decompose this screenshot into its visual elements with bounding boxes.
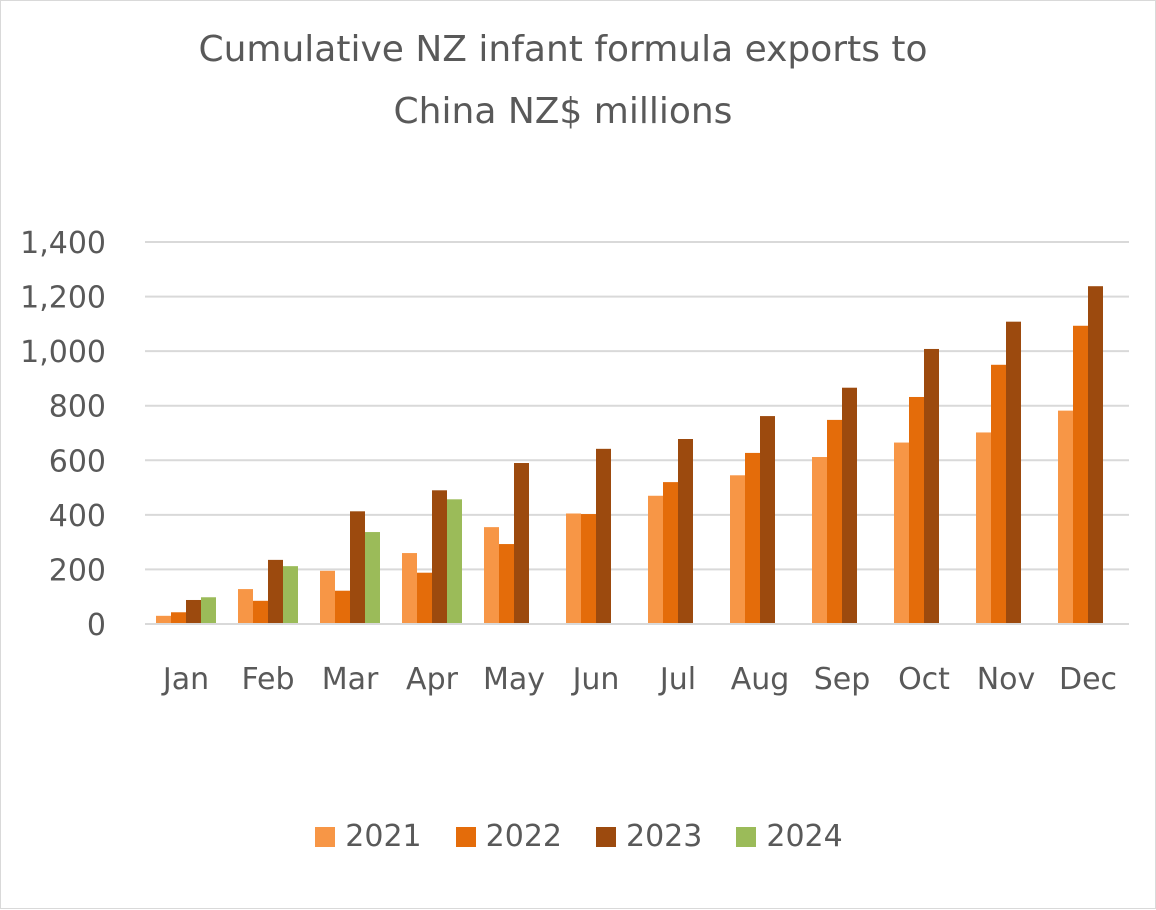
bar (499, 544, 514, 624)
bar (663, 482, 678, 624)
chart-legend: 2021 2022 2023 2024 (1, 819, 1156, 854)
bar (1088, 286, 1103, 624)
bar (320, 570, 335, 624)
y-tick-label: 600 (49, 444, 106, 479)
bar (253, 600, 268, 624)
x-tick-label: Nov (977, 662, 1036, 697)
bar (171, 612, 186, 624)
y-tick-label: 0 (87, 608, 106, 643)
y-tick-label: 1,200 (20, 281, 106, 316)
bar (581, 514, 596, 624)
bar (417, 572, 432, 624)
legend-item: 2023 (596, 819, 702, 854)
bar (894, 442, 909, 624)
legend-label: 2024 (766, 819, 843, 854)
bar (566, 513, 581, 624)
bar (156, 615, 171, 624)
legend-swatch (455, 826, 476, 847)
bar (268, 559, 283, 624)
x-tick-label: Jul (658, 662, 696, 697)
legend-swatch (736, 826, 757, 847)
bar (238, 589, 253, 624)
bar (283, 566, 298, 624)
bar (827, 419, 842, 624)
bar (186, 599, 201, 624)
bar (842, 387, 857, 624)
bar (909, 396, 924, 624)
bar (678, 439, 693, 624)
y-tick-label: 200 (49, 553, 106, 588)
y-tick-label: 800 (49, 390, 106, 425)
bar (514, 463, 529, 624)
bar (812, 457, 827, 624)
bar (991, 364, 1006, 624)
bar (402, 553, 417, 624)
bar (760, 416, 775, 624)
x-tick-label: Aug (731, 662, 790, 697)
legend-swatch (315, 826, 336, 847)
x-tick-label: Mar (322, 662, 379, 697)
x-tick-label: Jan (161, 662, 209, 697)
y-tick-label: 400 (49, 499, 106, 534)
bar (976, 432, 991, 624)
x-tick-label: Jun (571, 662, 620, 697)
bar (484, 527, 499, 624)
chart-title-line-2: China NZ$ millions (393, 91, 733, 132)
chart-title: Cumulative NZ infant formula exports to … (1, 19, 1125, 143)
bar (201, 597, 216, 624)
bar (1073, 325, 1088, 624)
x-tick-label: Feb (241, 662, 294, 697)
bar (1006, 321, 1021, 624)
legend-label: 2022 (485, 819, 562, 854)
bar (432, 490, 447, 624)
x-tick-label: Oct (898, 662, 950, 697)
y-tick-label: 1,400 (20, 226, 106, 261)
y-tick-label: 1,000 (20, 335, 106, 370)
bar (745, 452, 760, 624)
x-tick-label: May (483, 662, 545, 697)
bar (447, 499, 462, 624)
bar (596, 448, 611, 624)
legend-label: 2021 (345, 819, 422, 854)
x-tick-label: Dec (1059, 662, 1117, 697)
x-tick-label: Apr (406, 662, 459, 697)
bar (350, 511, 365, 624)
bar (730, 475, 745, 624)
bar (648, 495, 663, 624)
bar (1058, 410, 1073, 624)
legend-swatch (596, 826, 616, 847)
chart-title-line-1: Cumulative NZ infant formula exports to (198, 29, 928, 70)
legend-item: 2024 (736, 819, 843, 854)
bar (365, 532, 380, 624)
bar (335, 590, 350, 624)
legend-item: 2022 (455, 819, 562, 854)
legend-label: 2023 (626, 819, 703, 854)
x-tick-label: Sep (814, 662, 871, 697)
legend-item: 2021 (315, 819, 422, 854)
bar (924, 348, 939, 624)
